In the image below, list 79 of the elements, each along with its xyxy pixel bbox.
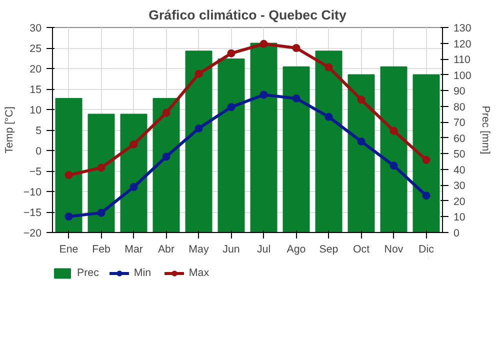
point — [162, 108, 170, 117]
bar — [282, 66, 310, 232]
x-tick-label: Nov — [384, 244, 404, 256]
point — [357, 137, 366, 146]
x-tick-label: Feb — [92, 244, 111, 256]
x-tick-label: Oct — [352, 244, 370, 256]
legend-label: Prec — [77, 267, 99, 279]
point — [390, 162, 398, 170]
y2-tick-label: 110 — [454, 54, 471, 66]
bar — [348, 74, 375, 232]
point — [97, 164, 106, 172]
bar — [152, 98, 180, 232]
y2-tick-label: 50 — [454, 148, 466, 161]
y2-tick-label: 90 — [454, 86, 466, 98]
y-axis-title: Temp [°C] — [3, 106, 16, 154]
x-tick-label: Ago — [286, 244, 306, 256]
point — [390, 126, 398, 135]
bar — [412, 74, 440, 232]
bar — [120, 114, 148, 232]
point — [324, 112, 333, 121]
y-tick-label: −10 — [23, 186, 42, 198]
x-tick-label: May — [188, 244, 210, 256]
y2-tick-label: 30 — [454, 180, 466, 192]
point — [130, 140, 138, 148]
y2-tick-label: 10 — [454, 212, 466, 224]
y2-tick-label: 0 — [454, 228, 460, 240]
y-tick-label: −20 — [23, 228, 42, 240]
bar — [218, 58, 245, 232]
bar — [315, 50, 342, 232]
y2-tick-label: 80 — [454, 101, 466, 114]
point — [162, 152, 170, 161]
y2-tick-label: 120 — [454, 38, 472, 50]
point — [64, 212, 73, 221]
chart-title: Gráfico climático - Quebec City — [148, 8, 347, 22]
point — [292, 44, 300, 52]
point — [227, 49, 236, 58]
point — [64, 171, 73, 180]
point — [324, 63, 333, 72]
y-tick-label: 10 — [30, 104, 42, 116]
y-tick-label: 15 — [30, 84, 42, 96]
y-tick-label: −5 — [29, 166, 42, 178]
bar — [185, 50, 212, 232]
y2-tick-label: 100 — [454, 70, 472, 82]
y2-axis-title: Prec [mm] — [479, 106, 492, 154]
x-tick-label: Abr — [158, 244, 175, 256]
x-tick-label: Jun — [222, 244, 240, 256]
y2-tick-label: 60 — [454, 132, 466, 145]
point — [357, 96, 366, 104]
y-tick-label: 0 — [36, 146, 42, 158]
x-tick-label: Ene — [59, 244, 78, 256]
legend-label: Min — [134, 267, 152, 279]
y2-tick-label: 70 — [454, 117, 466, 130]
point — [97, 208, 106, 217]
y-tick-label: −15 — [23, 207, 42, 219]
point — [422, 156, 430, 164]
bar — [380, 66, 408, 232]
legend-label: Max — [188, 267, 210, 279]
bar — [55, 98, 82, 232]
point — [130, 182, 138, 191]
y-tick-label: 20 — [30, 64, 42, 76]
x-tick-label: Sep — [319, 244, 338, 256]
y2-tick-label: 130 — [454, 22, 472, 34]
point — [292, 94, 300, 102]
y2-tick-label: 40 — [454, 164, 466, 176]
y-tick-label: 30 — [30, 22, 42, 34]
point — [422, 192, 430, 200]
y2-tick-label: 20 — [454, 196, 466, 208]
point — [227, 103, 236, 112]
point — [260, 40, 268, 48]
x-tick-label: Dic — [418, 244, 435, 256]
x-tick-label: Jul — [256, 244, 271, 256]
point — [194, 124, 203, 132]
bar — [88, 114, 115, 232]
point — [194, 70, 203, 78]
y-tick-label: 25 — [30, 43, 42, 55]
bar — [250, 42, 278, 232]
point — [260, 90, 268, 99]
x-tick-label: Mar — [124, 244, 144, 256]
y-tick-label: 5 — [36, 125, 42, 137]
